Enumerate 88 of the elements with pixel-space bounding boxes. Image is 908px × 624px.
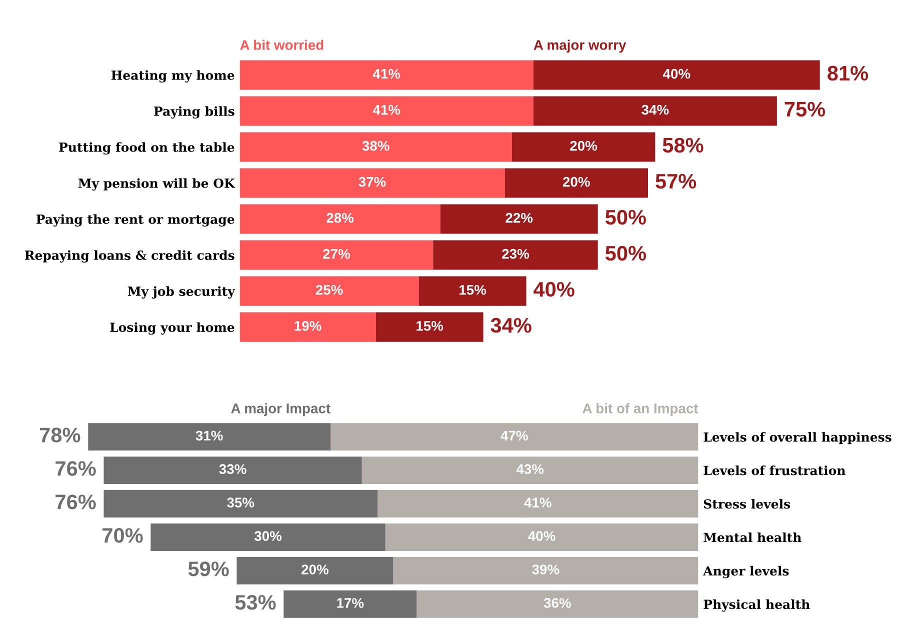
total-label: 76% (56, 461, 96, 476)
bar (385, 523, 698, 551)
y-tick-label: Heating my home (111, 70, 234, 82)
bar (240, 168, 505, 198)
y-tick-label: Anger levels (703, 566, 789, 578)
bar (240, 60, 534, 90)
bar (512, 132, 656, 162)
data-label: 25% (316, 284, 343, 295)
series-label: A major worry (534, 40, 626, 53)
data-label: 34% (642, 104, 669, 115)
bar (240, 96, 534, 126)
series-label: A major Impact (231, 403, 330, 416)
bar (533, 60, 820, 90)
bar (504, 168, 648, 198)
total-label: 50% (605, 210, 646, 225)
data-label: 27% (322, 248, 350, 259)
y-tick-label: Levels of frustration (704, 466, 846, 476)
total-label: 76% (56, 494, 96, 510)
series-label: A bit worried (240, 40, 324, 50)
data-label: 22% (506, 212, 533, 223)
y-tick-label: Losing your home (110, 322, 234, 335)
total-label: 75% (784, 102, 826, 117)
total-label: 81% (828, 66, 868, 81)
data-label: 31% (196, 430, 223, 441)
total-label: 58% (662, 138, 704, 153)
data-label: 15% (459, 284, 486, 295)
data-label: 28% (326, 212, 354, 223)
bar (104, 456, 362, 484)
bar (330, 423, 698, 451)
bar (440, 204, 598, 234)
y-tick-label: Levels of overall happiness (704, 432, 892, 444)
series-label: A bit of an Impact (582, 403, 698, 416)
data-label: 19% (294, 320, 322, 331)
total-label: 70% (102, 528, 143, 543)
bar (236, 556, 394, 584)
bar (240, 312, 376, 342)
total-label: 40% (534, 282, 574, 297)
data-label: 36% (544, 598, 571, 608)
bar (240, 276, 419, 306)
data-label: 37% (358, 176, 386, 187)
total-label: 34% (490, 318, 532, 333)
total-label: 50% (605, 246, 646, 261)
total-label: 59% (188, 562, 229, 576)
data-label: 40% (528, 531, 556, 541)
bar (418, 276, 526, 306)
data-label: 17% (337, 598, 364, 608)
bar (393, 556, 698, 584)
data-label: 20% (570, 140, 598, 151)
y-tick-label: Mental health (704, 532, 802, 542)
data-label: 20% (302, 564, 328, 574)
y-tick-label: Physical health (704, 599, 810, 612)
data-label: 30% (254, 531, 282, 541)
bar (284, 590, 417, 618)
total-label: 78% (40, 428, 80, 442)
data-label: 20% (562, 176, 590, 187)
y-tick-label: My job security (128, 286, 236, 299)
bar (240, 240, 434, 270)
bar (362, 456, 698, 484)
y-tick-label: Paying the rent or mortgage (36, 214, 234, 227)
data-label: 41% (372, 68, 400, 79)
data-label: 41% (372, 104, 400, 115)
data-label: 35% (227, 498, 254, 508)
total-label: 57% (656, 174, 696, 189)
data-label: 43% (516, 464, 544, 474)
data-label: 33% (219, 464, 246, 474)
bar (240, 204, 440, 234)
data-label: 15% (416, 320, 444, 331)
data-label: 40% (662, 68, 690, 79)
bar (416, 590, 698, 618)
bar (533, 96, 777, 126)
data-label: 47% (500, 430, 528, 441)
bar (150, 523, 386, 551)
bar (376, 312, 484, 342)
y-tick-label: Paying bills (154, 106, 234, 119)
bar (88, 423, 331, 451)
y-tick-label: Repaying loans & credit cards (24, 250, 234, 263)
bar (104, 490, 378, 518)
bar (433, 240, 598, 270)
y-tick-label: My pension will be OK (78, 178, 236, 191)
data-label: 38% (362, 140, 390, 151)
bar (378, 490, 698, 518)
y-tick-label: Stress levels (704, 499, 790, 509)
data-label: 39% (532, 564, 560, 574)
bar (240, 132, 512, 162)
data-label: 41% (524, 498, 552, 508)
y-tick-label: Putting food on the table (59, 142, 234, 155)
total-label: 53% (235, 594, 276, 610)
data-label: 23% (502, 248, 530, 259)
